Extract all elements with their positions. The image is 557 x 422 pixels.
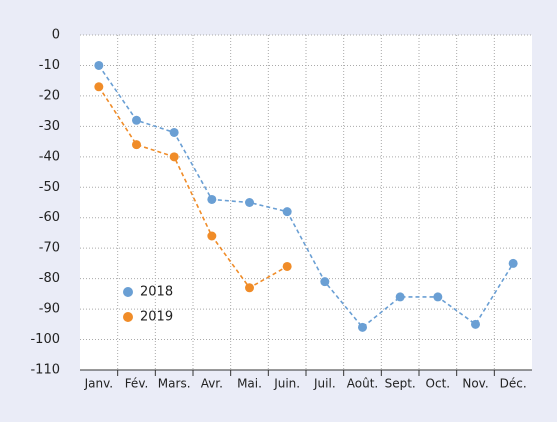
- data-point: [245, 283, 254, 293]
- data-point: [207, 231, 217, 241]
- data-point: [320, 277, 330, 287]
- y-tick-label: -20: [39, 88, 60, 103]
- series-line: [98, 65, 514, 329]
- x-tick-label: Avr.: [201, 377, 223, 391]
- x-tick-label: Mai.: [237, 377, 262, 391]
- y-tick-label: -60: [39, 210, 60, 225]
- y-tick-label: -40: [39, 149, 60, 164]
- x-tick-label: Août.: [347, 377, 378, 391]
- data-point: [508, 258, 518, 268]
- data-point: [169, 127, 179, 137]
- y-tick-label: -110: [30, 363, 60, 378]
- data-point: [395, 292, 405, 302]
- data-point: [132, 140, 141, 150]
- y-tick-label: -50: [39, 180, 60, 195]
- data-point: [245, 198, 254, 207]
- legend-marker: [123, 287, 133, 297]
- y-tick-label: -100: [30, 332, 60, 347]
- x-tick-label: Nov.: [462, 377, 488, 391]
- data-point: [94, 60, 104, 70]
- data-point: [282, 261, 292, 271]
- legend-label: 2019: [140, 310, 173, 325]
- y-tick-label: -30: [39, 119, 60, 134]
- data-point: [94, 82, 104, 92]
- x-tick-label: Janv.: [84, 377, 113, 391]
- data-point: [132, 115, 141, 125]
- y-tick-label: -90: [39, 302, 60, 317]
- y-tick-label: -80: [39, 271, 60, 286]
- data-point: [169, 152, 179, 162]
- data-point: [358, 322, 367, 332]
- legend-label: 2018: [140, 285, 173, 300]
- x-tick-label: Juil.: [313, 377, 336, 391]
- x-tick-label: Sept.: [385, 377, 416, 391]
- x-tick-label: Déc.: [500, 377, 527, 391]
- series-line: [98, 86, 288, 289]
- x-tick-label: Oct.: [426, 377, 451, 391]
- x-tick-label: Fév.: [125, 377, 149, 391]
- x-tick-label: Mars.: [158, 377, 191, 391]
- y-tick-label: -10: [39, 58, 60, 73]
- data-point: [433, 292, 443, 302]
- legend-marker: [123, 312, 133, 322]
- data-point: [207, 194, 217, 204]
- y-tick-label: 0: [52, 28, 60, 43]
- data-point: [282, 207, 292, 217]
- y-tick-label: -70: [39, 241, 60, 256]
- x-tick-label: Juin.: [273, 377, 300, 391]
- data-point: [471, 319, 480, 329]
